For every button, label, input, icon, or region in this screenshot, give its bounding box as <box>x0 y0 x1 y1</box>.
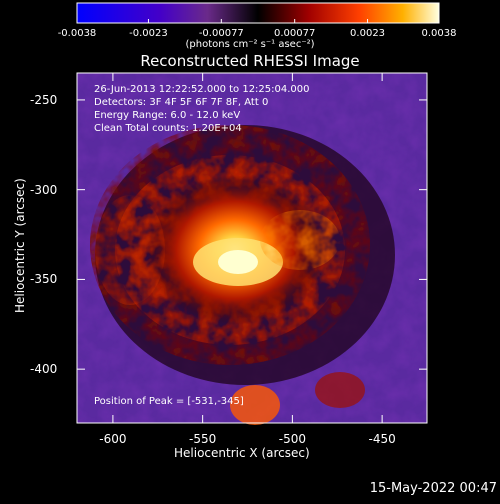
plot-frame <box>76 72 428 424</box>
y-tick-label: -350 <box>30 272 58 287</box>
colorbar-tick-label: 0.00077 <box>273 28 316 39</box>
info-energy-range: Energy Range: 6.0 - 12.0 keV <box>94 110 241 121</box>
y-tick-label: -400 <box>30 362 58 377</box>
colorbar <box>76 2 440 24</box>
info-detectors: Detectors: 3F 4F 5F 6F 7F 8F, Att 0 <box>94 97 269 108</box>
peak-position-label: Position of Peak = [-531,-345] <box>94 396 244 407</box>
colorbar-ticks <box>76 19 440 23</box>
emission-map <box>77 73 427 425</box>
x-tick-label: -550 <box>189 432 217 446</box>
x-axis-label: Heliocentric X (arcsec) <box>174 446 310 460</box>
colorbar-tick-label: -0.0023 <box>129 28 168 39</box>
colorbar-unit-label: (photons cm⁻² s⁻¹ asec⁻²) <box>185 39 315 50</box>
plot-title: Reconstructed RHESSI Image <box>140 52 360 70</box>
x-tick-label: -600 <box>99 432 127 446</box>
y-axis-label: Heliocentric Y (arcsec) <box>13 178 27 313</box>
footer-timestamp: 15-May-2022 00:47 <box>369 481 497 496</box>
colorbar-tick-label: 0.0023 <box>350 28 386 39</box>
axis-ticks <box>77 73 427 423</box>
info-clean-counts: Clean Total counts: 1.20E+04 <box>94 123 242 134</box>
colorbar-tick-label: -0.00077 <box>198 28 244 39</box>
y-tick-label: -250 <box>30 92 58 107</box>
info-time-range: 26-Jun-2013 12:22:52.000 to 12:25:04.000 <box>94 84 310 95</box>
y-tick-label: -300 <box>30 182 58 197</box>
colorbar-tick-label: 0.0038 <box>421 28 457 39</box>
colorbar-tick-label: -0.0038 <box>57 28 97 39</box>
x-tick-label: -500 <box>278 432 306 446</box>
x-tick-label: -450 <box>368 432 396 446</box>
